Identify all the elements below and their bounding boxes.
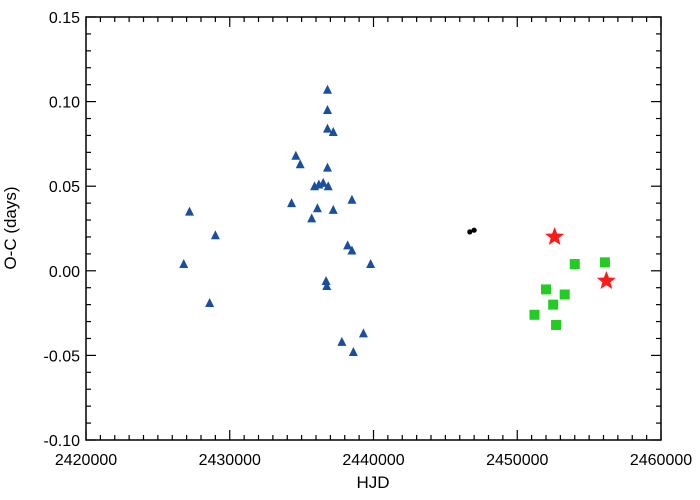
y-tick-label: 0.10 [49, 95, 80, 112]
data-point-triangle [323, 123, 332, 133]
data-point-circle [471, 227, 477, 233]
data-point-square [551, 319, 562, 330]
y-tick-label: 0.05 [49, 179, 80, 196]
data-point-star [596, 270, 616, 290]
y-tick-label: 0.15 [49, 10, 80, 27]
data-point-square [541, 284, 551, 295]
y-tick-label: -0.10 [44, 433, 81, 450]
data-points [179, 84, 616, 357]
data-point-triangle [321, 275, 331, 285]
x-tick-label: 2450000 [486, 452, 548, 469]
axis-tick-labels: 2420000 2430000 2440000 2450000 2460000 -0.10… [44, 10, 693, 469]
data-point-triangle [322, 281, 332, 291]
data-point-triangle [318, 177, 328, 187]
data-point-triangle [307, 213, 317, 223]
axis-ticks [85, 16, 662, 441]
data-point-triangle [348, 347, 358, 357]
data-point-triangle [323, 181, 333, 191]
data-point-triangle [205, 297, 215, 307]
data-point-triangle [312, 203, 322, 213]
data-point-triangle [185, 206, 194, 216]
data-point-triangle [328, 127, 338, 137]
data-point-triangle [358, 328, 368, 338]
data-point-triangle [347, 245, 357, 255]
data-point-triangle [323, 162, 332, 172]
data-point-triangle [291, 150, 301, 160]
data-point-triangle [328, 204, 338, 214]
data-point-triangle [366, 259, 376, 269]
data-point-square [569, 259, 580, 270]
data-point-triangle [347, 194, 357, 204]
plot-frame [85, 16, 662, 441]
data-point-triangle [287, 198, 297, 208]
data-point-triangle [295, 159, 305, 169]
data-point-square [529, 309, 540, 320]
y-tick-label: -0.05 [44, 348, 81, 365]
y-axis-title: O-C (days) [1, 186, 20, 269]
x-tick-label: 2420000 [55, 452, 117, 469]
y-tick-label: 0.00 [49, 264, 80, 281]
data-point-square [599, 257, 610, 268]
data-point-triangle [210, 230, 220, 240]
data-point-square [548, 299, 559, 310]
data-point-square [559, 289, 570, 300]
data-point-triangle [323, 105, 332, 115]
x-tick-label: 2460000 [630, 452, 692, 469]
data-point-triangle [343, 240, 353, 250]
x-tick-label: 2430000 [199, 452, 261, 469]
data-point-star [545, 226, 565, 246]
data-point-triangle [323, 84, 332, 94]
data-point-triangle [179, 259, 189, 269]
data-point-circle [467, 229, 473, 235]
x-tick-label: 2440000 [342, 452, 404, 469]
x-axis-title: HJD [356, 473, 389, 492]
data-point-triangle [337, 336, 347, 346]
